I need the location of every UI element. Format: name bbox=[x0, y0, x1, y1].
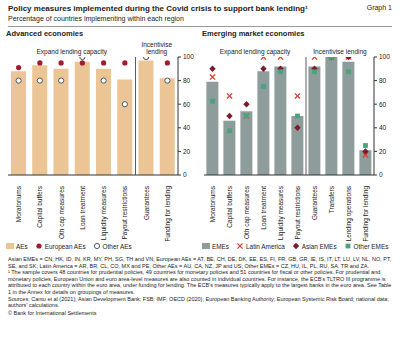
html-text:Other AEs: Other AEs bbox=[102, 242, 132, 250]
svg-text:Incentiviselending: Incentiviselending bbox=[141, 41, 172, 56]
svg-text:100: 100 bbox=[379, 53, 390, 60]
svg-text:40: 40 bbox=[183, 124, 191, 131]
html-text:Asian EMEs = CN, HK, ID, IN, K: Asian EMEs = CN, HK, ID, IN, KR, MY, PH,… bbox=[8, 256, 392, 269]
svg-text:Funding for lending: Funding for lending bbox=[164, 186, 172, 241]
svg-text:Oth cap measures: Oth cap measures bbox=[58, 185, 66, 239]
svg-text:Funding for lending: Funding for lending bbox=[362, 186, 370, 241]
svg-text:Guarantees: Guarantees bbox=[143, 185, 150, 220]
svg-text:Liquidity measures: Liquidity measures bbox=[277, 185, 285, 240]
svg-text:40: 40 bbox=[379, 124, 387, 131]
html-text:Latin America: Latin America bbox=[246, 242, 285, 250]
svg-text:80: 80 bbox=[183, 77, 191, 84]
svg-text:Guarantees: Guarantees bbox=[311, 185, 318, 220]
svg-text:60: 60 bbox=[379, 101, 387, 108]
svg-text:Loan treatment: Loan treatment bbox=[260, 186, 267, 230]
html-text:¹ The sample covers 48 countri: ¹ The sample covers 48 countries for pru… bbox=[8, 269, 392, 295]
svg-text:Payout restrictions: Payout restrictions bbox=[121, 185, 129, 239]
svg-text:Expand lending capacity: Expand lending capacity bbox=[37, 48, 108, 56]
svg-text:20: 20 bbox=[379, 148, 387, 155]
html-text:Sources: Cantu et al (2021); A: Sources: Cantu et al (2021); Asian Devel… bbox=[8, 295, 389, 309]
svg-text:Liquidity measures: Liquidity measures bbox=[100, 185, 108, 240]
html-text:Percentage of countries implem: Percentage of countries implementing wit… bbox=[8, 15, 184, 22]
svg-text:Capital buffers: Capital buffers bbox=[36, 185, 44, 228]
svg-text:Incentivise lending: Incentivise lending bbox=[313, 48, 367, 56]
svg-text:Transfers: Transfers bbox=[328, 185, 335, 213]
svg-text:0: 0 bbox=[379, 171, 383, 178]
svg-text:Moratoriums: Moratoriums bbox=[15, 185, 22, 222]
html-text:Asian EMEs: Asian EMEs bbox=[301, 242, 337, 250]
html-text:Emerging market economies: Emerging market economies bbox=[202, 29, 305, 38]
svg-text:Moratoriums: Moratoriums bbox=[209, 185, 216, 222]
svg-text:Capital buffers: Capital buffers bbox=[226, 185, 234, 228]
svg-text:Expand lending capacity: Expand lending capacity bbox=[220, 48, 291, 56]
html-text:Advanced economies: Advanced economies bbox=[6, 29, 84, 38]
svg-text:80: 80 bbox=[379, 77, 387, 84]
html-text:Other EMEs: Other EMEs bbox=[353, 242, 389, 250]
svg-text:Loan treatment: Loan treatment bbox=[79, 186, 86, 230]
html-text:European AEs: European AEs bbox=[44, 242, 86, 250]
html-text:AEs: AEs bbox=[16, 242, 28, 250]
svg-text:60: 60 bbox=[183, 101, 191, 108]
svg-text:20: 20 bbox=[183, 148, 191, 155]
html-text:Graph 1: Graph 1 bbox=[366, 4, 392, 11]
svg-text:0: 0 bbox=[183, 171, 187, 178]
html-text:© Bank for International Settl: © Bank for International Settlements bbox=[8, 309, 97, 316]
svg-text:Payout restrictions: Payout restrictions bbox=[294, 185, 302, 239]
svg-text:100: 100 bbox=[183, 53, 194, 60]
html-text:Policy measures implemented du: Policy measures implemented during the C… bbox=[8, 4, 308, 13]
svg-text:Lending operations: Lending operations bbox=[345, 185, 353, 241]
svg-text:Oth cap measures: Oth cap measures bbox=[243, 185, 251, 239]
html-text:EMEs: EMEs bbox=[212, 242, 229, 250]
